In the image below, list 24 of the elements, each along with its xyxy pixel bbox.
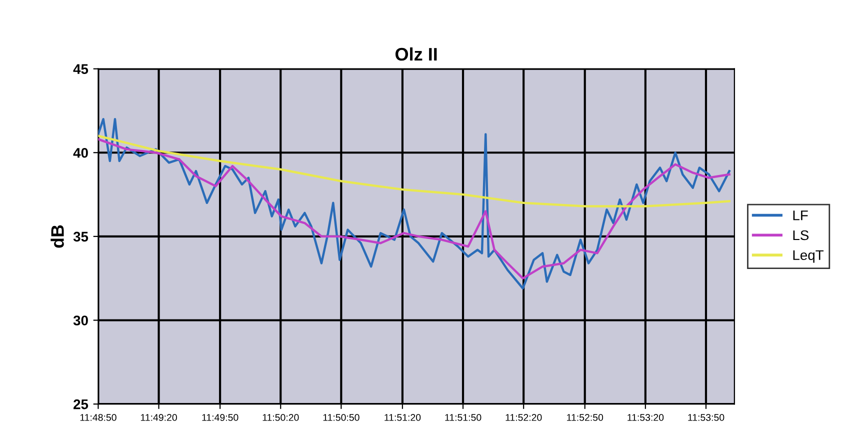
- legend-label: LS: [793, 230, 809, 240]
- x-tick-label: 11:51:20: [384, 414, 421, 421]
- line-series: [98, 134, 730, 208]
- y-tick-label: 35: [73, 232, 88, 242]
- x-tick-label: 11:51:50: [445, 414, 482, 421]
- x-tick-label: 11:53:20: [628, 414, 664, 421]
- y-tick-label: 40: [73, 148, 88, 158]
- x-tick-label: 11:49:50: [202, 414, 238, 421]
- y-tick-label: 25: [74, 399, 88, 410]
- legend-label: LF: [793, 210, 808, 220]
- line-series: [98, 138, 730, 280]
- x-tick-label: 11:48:50: [80, 414, 116, 421]
- legend-label: LeqT: [793, 250, 824, 263]
- x-tick-label: 11:52:50: [567, 414, 604, 421]
- chart-title: Olz II: [396, 47, 437, 61]
- line-series: [98, 118, 730, 290]
- y-tick-label: 30: [73, 316, 88, 326]
- y-axis-title: dB: [50, 225, 64, 248]
- x-tick-label: 11:49:20: [140, 414, 177, 421]
- x-tick-label: 11:53:50: [688, 414, 724, 421]
- y-tick-label: 45: [73, 64, 88, 74]
- x-tick-label: 11:52:20: [506, 414, 542, 421]
- x-tick-label: 11:50:50: [323, 414, 360, 421]
- x-tick-label: 11:50:20: [262, 414, 299, 421]
